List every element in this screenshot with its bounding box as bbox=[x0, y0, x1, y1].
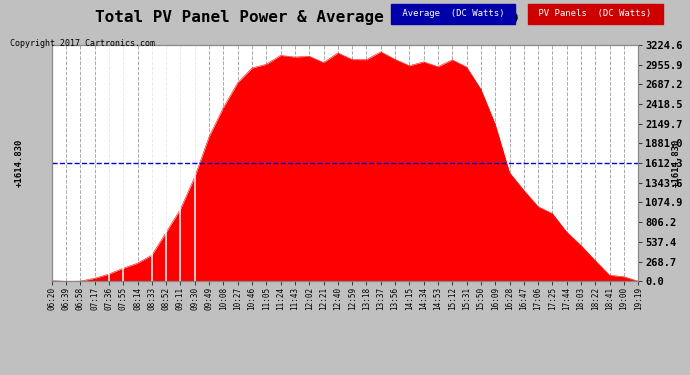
Text: Total PV Panel Power & Average Power Fri Sep 1 19:24: Total PV Panel Power & Average Power Fri… bbox=[95, 9, 595, 26]
Text: Copyright 2017 Cartronics.com: Copyright 2017 Cartronics.com bbox=[10, 39, 155, 48]
Text: Average  (DC Watts): Average (DC Watts) bbox=[397, 9, 510, 18]
Text: +1614.830: +1614.830 bbox=[672, 139, 681, 187]
Text: PV Panels  (DC Watts): PV Panels (DC Watts) bbox=[533, 9, 657, 18]
Text: +1614.830: +1614.830 bbox=[15, 139, 24, 187]
